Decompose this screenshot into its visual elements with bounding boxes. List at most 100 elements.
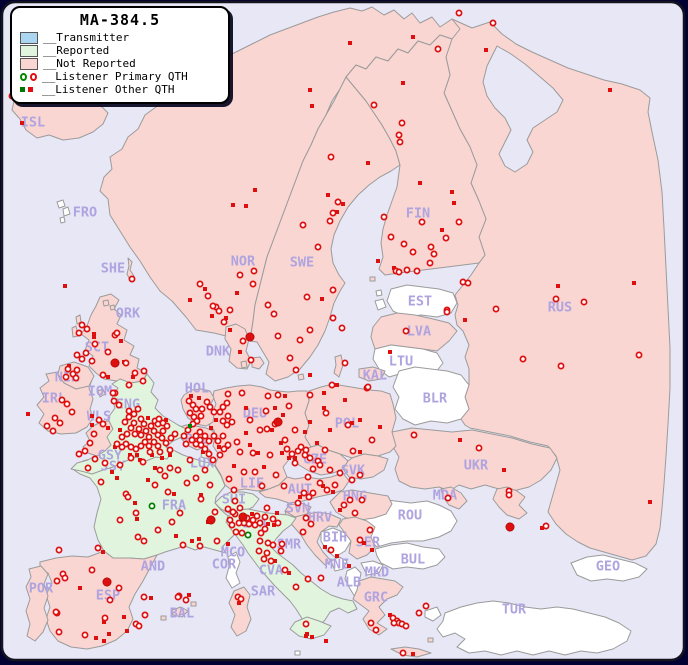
listener-primary-qth-marker [269, 541, 277, 549]
listener-primary-qth-marker [475, 444, 483, 452]
listener-other-qth-marker [238, 350, 242, 354]
listener-other-qth-marker [253, 188, 257, 192]
listener-other-qth-marker [133, 501, 137, 505]
listener-primary-qth-marker [84, 464, 92, 472]
region-corsica [225, 551, 241, 589]
listener-primary-qth-marker [137, 431, 145, 439]
legend-box: MA-384.5 __Transmitter __Reported __Not Re… [10, 6, 230, 104]
listener-other-qth-marker [266, 522, 270, 526]
listener-other-qth-marker [92, 335, 96, 339]
listener-primary-qth-marker [182, 596, 190, 604]
listener-other-qth-marker [556, 284, 560, 288]
listener-primary-qth-marker [239, 337, 247, 345]
listener-other-qth-marker [305, 632, 309, 636]
region-SER [338, 516, 376, 560]
listener-other-qth-marker [160, 456, 164, 460]
listener-primary-qth-marker [164, 488, 172, 496]
listener-other-qth-marker [138, 458, 142, 462]
listener-primary-qth-marker [280, 482, 288, 490]
listener-other-qth-marker [320, 297, 324, 301]
region-POR [25, 565, 49, 642]
listener-primary-qth-marker [72, 374, 80, 382]
listener-primary-qth-marker [266, 451, 274, 459]
listener-other-qth-marker [484, 48, 488, 52]
listener-primary-qth-marker [305, 493, 313, 501]
listener-primary-qth-marker [140, 593, 148, 601]
listener-primary-qth-marker [179, 541, 187, 549]
listener-other-qth-marker [115, 476, 119, 480]
listener-primary-qth-marker [75, 450, 83, 458]
legend-item-label: __Reported [43, 44, 110, 57]
listener-primary-qth-marker [88, 357, 96, 365]
region-mallorca [171, 606, 189, 618]
listener-other-qth-marker [256, 451, 260, 455]
region-malta [294, 650, 301, 656]
listener-primary-qth-marker [115, 584, 123, 592]
listener-primary-qth-marker [132, 509, 140, 517]
listener-primary-qth-marker [235, 519, 243, 527]
listener-primary-qth-marker [257, 529, 265, 537]
listener-primary-qth-marker [542, 522, 550, 530]
listener-primary-qth-marker [83, 325, 91, 333]
listener-primary-qth-marker [327, 546, 335, 554]
listener-primary-qth-marker [264, 392, 272, 400]
label-SWE: SWE [290, 255, 314, 271]
listener-primary-qth-marker [264, 301, 272, 309]
listener-primary-qth-marker [291, 426, 299, 434]
listener-primary-qth-marker [213, 537, 221, 545]
region-white-sea [482, 45, 564, 173]
map-layers: ISLFROSHEORKSCTNIRIRLIOMENGWLSGSYJSYDNKH… [8, 6, 671, 658]
listener-primary-qth-marker [130, 410, 138, 418]
listener-primary-qth-marker [53, 577, 61, 585]
listener-primary-qth-marker [156, 448, 164, 456]
label-ROU: ROU [398, 508, 422, 524]
listener-primary-qth-marker [552, 295, 560, 303]
listener-other-qth-marker [310, 104, 314, 108]
listener-primary-qth-marker [286, 354, 294, 362]
legend-item-label: __Not Reported [43, 57, 136, 70]
listener-primary-qth-marker [220, 445, 228, 453]
listener-primary-qth-marker [326, 217, 334, 225]
listener-primary-qth-marker [166, 464, 174, 472]
listener-primary-qth-marker [140, 420, 148, 428]
listener-primary-qth-marker [426, 259, 434, 267]
legend-item-0: __Transmitter [20, 31, 220, 44]
square-dot-icon [28, 87, 33, 92]
label-HOL: HOL [185, 381, 209, 397]
listener-primary-qth-marker [192, 405, 200, 413]
listener-other-qth-marker [335, 383, 339, 387]
listener-primary-qth-marker [158, 434, 166, 442]
listener-primary-qth-marker [434, 45, 442, 53]
listener-other-qth-marker [458, 438, 462, 442]
listener-primary-qth-marker [413, 267, 421, 275]
listener-other-qth-marker [270, 428, 274, 432]
label-ISL: ISL [21, 115, 45, 131]
listener-primary-qth-marker [455, 9, 463, 17]
listener-primary-qth-marker [201, 445, 209, 453]
listener-other-qth-marker [135, 517, 139, 521]
listener-primary-qth-marker [351, 509, 359, 517]
listener-primary-qth-marker [62, 373, 70, 381]
listener-cluster-marker [206, 515, 216, 525]
listener-primary-qth-marker [395, 268, 403, 276]
region-orkney2 [109, 304, 116, 311]
listener-primary-qth-marker [214, 437, 222, 445]
listener-primary-qth-marker [219, 432, 227, 440]
label-ALB: ALB [337, 575, 361, 591]
listener-primary-qth-marker [154, 442, 162, 450]
listener-other-qth-marker [335, 554, 339, 558]
listener-primary-qth-marker [197, 412, 205, 420]
listener-other-qth-marker [280, 451, 284, 455]
listener-primary-qth-marker [277, 547, 285, 555]
label-SAR: SAR [251, 584, 276, 600]
listener-primary-qth-marker [137, 442, 145, 450]
listener-other-qth-marker [122, 615, 126, 619]
listener-primary-qth-marker [387, 233, 395, 241]
listener-other-qth-marker [214, 418, 218, 422]
label-RUS: RUS [548, 300, 572, 316]
listener-primary-qth-marker [430, 250, 438, 258]
listener-primary-qth-marker [166, 446, 174, 454]
listener-other-qth-marker [281, 413, 285, 417]
listener-primary-qth-marker [349, 447, 357, 455]
region-funen [240, 360, 248, 369]
